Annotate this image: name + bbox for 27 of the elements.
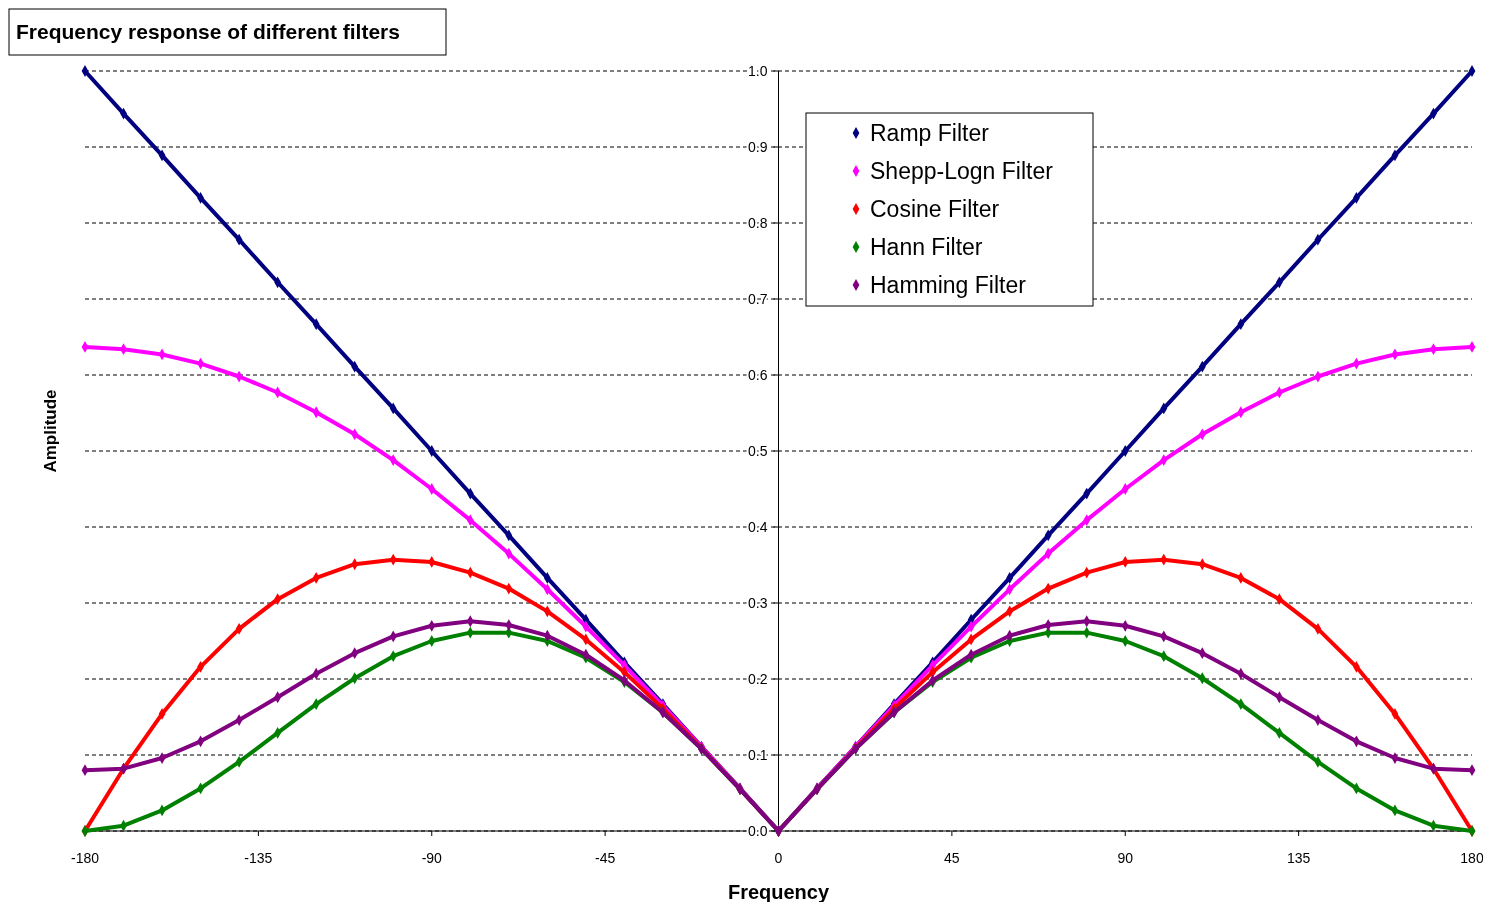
x-tick-label: 135: [1286, 850, 1311, 866]
y-tick-label: 0.4: [748, 519, 768, 535]
x-tick-label: 0: [774, 850, 783, 866]
legend-label: Hann Filter: [870, 234, 983, 260]
y-tick-label: 1.0: [748, 63, 768, 79]
y-axis-title: Amplitude: [41, 389, 60, 473]
legend-label: Shepp-Logn Filter: [870, 158, 1054, 184]
legend-label: Ramp Filter: [870, 120, 990, 146]
x-tick-label: 180: [1460, 850, 1484, 866]
chart-title: Frequency response of different filters: [16, 20, 400, 43]
y-tick-label: 0.0: [748, 823, 768, 839]
y-tick-label: 0.8: [748, 215, 768, 231]
y-tick-label: 0.6: [748, 367, 768, 383]
x-tick-label: 90: [1117, 850, 1134, 866]
legend-label: Cosine Filter: [870, 196, 1000, 222]
y-tick-label: 0.5: [748, 443, 768, 459]
y-tick-label: 0.2: [748, 671, 768, 687]
x-tick-label: 45: [944, 850, 960, 866]
legend-label: Hamming Filter: [870, 272, 1027, 298]
y-tick-label: 0.3: [748, 595, 768, 611]
x-tick-label: -135: [244, 850, 273, 866]
x-tick-label: -90: [421, 850, 443, 866]
x-tick-label: -45: [595, 850, 616, 866]
y-tick-label: 0.9: [748, 139, 768, 155]
y-tick-label: 0.7: [748, 291, 768, 307]
x-tick-label: -180: [70, 850, 100, 866]
y-tick-label: 0.1: [748, 747, 768, 763]
